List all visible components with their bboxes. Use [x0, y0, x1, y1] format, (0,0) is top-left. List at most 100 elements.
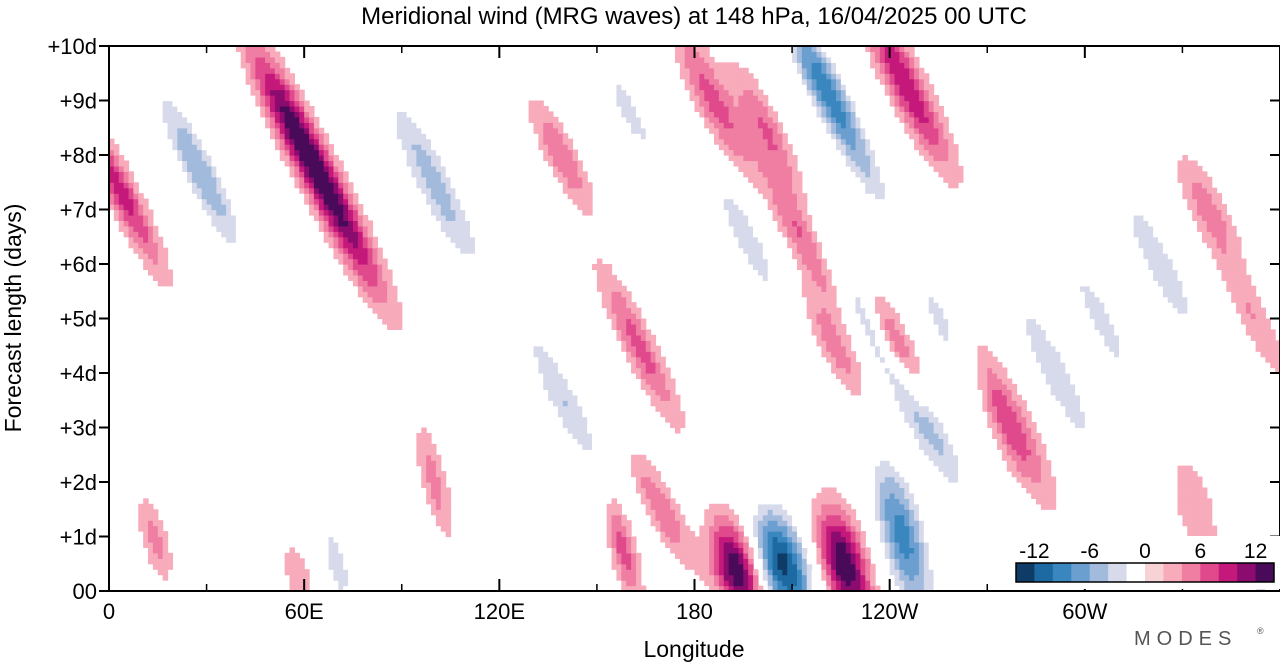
field-cell [870, 318, 876, 325]
field-cell [733, 225, 740, 232]
field-cell [821, 264, 827, 271]
field-cell [899, 231, 905, 238]
field-cell [855, 389, 861, 396]
field-cell [455, 209, 461, 216]
field-cell [923, 313, 930, 320]
field-cell [226, 247, 232, 254]
field-cell [1231, 225, 1237, 232]
field-cell [1197, 182, 1203, 189]
field-cell [831, 503, 837, 510]
field-cell [562, 149, 569, 156]
field-cell [879, 204, 886, 211]
field-cell [767, 531, 774, 538]
field-cell [733, 585, 740, 591]
field-cell [1226, 242, 1232, 249]
field-cell [1192, 313, 1198, 320]
field-cell [460, 209, 466, 216]
field-cell [187, 187, 193, 194]
field-cell [782, 509, 788, 516]
field-cell [933, 438, 940, 445]
field-cell [548, 394, 554, 401]
field-cell [587, 443, 593, 450]
field-cell [318, 160, 325, 167]
field-cell [138, 231, 144, 238]
field-cell [728, 514, 735, 521]
field-cell [1255, 307, 1262, 314]
field-cell [831, 313, 837, 320]
field-cell [811, 574, 818, 581]
field-cell [650, 351, 657, 358]
field-cell [221, 242, 227, 249]
field-cell [1265, 329, 1271, 336]
field-cell [762, 558, 769, 565]
field-cell [1118, 214, 1125, 221]
field-cell [465, 274, 471, 281]
field-cell [343, 225, 349, 232]
field-cell [728, 225, 735, 232]
field-cell [426, 149, 432, 156]
field-cell [884, 563, 891, 570]
field-cell [133, 214, 139, 221]
field-cell [1201, 204, 1208, 211]
field-cell [1040, 449, 1047, 456]
field-cell [1148, 269, 1154, 276]
field-cell [957, 176, 964, 183]
field-cell [479, 247, 486, 254]
field-cell [1109, 334, 1115, 341]
field-cell [567, 438, 574, 445]
field-cell [943, 329, 949, 336]
field-cell [606, 296, 613, 303]
field-cell [879, 465, 886, 472]
field-cell [118, 225, 125, 232]
field-cell [328, 165, 335, 172]
field-cell [953, 334, 959, 341]
field-cell [348, 182, 354, 189]
field-cell [1192, 182, 1198, 189]
field-cell [1158, 264, 1164, 271]
field-cell [562, 432, 569, 439]
field-cell [826, 498, 832, 505]
field-cell [670, 394, 676, 401]
field-cell [943, 176, 949, 183]
field-cell [1211, 225, 1218, 232]
field-cell [1036, 373, 1042, 380]
field-cell [626, 547, 632, 554]
field-cell [348, 193, 354, 200]
field-cell [787, 231, 793, 238]
field-cell [338, 231, 344, 238]
field-cell [831, 329, 837, 336]
field-cell [948, 482, 954, 489]
field-cell [1045, 378, 1052, 385]
field-cell [133, 438, 139, 445]
field-cell [1153, 242, 1159, 249]
field-cell [870, 176, 876, 183]
field-cell [289, 149, 296, 156]
field-cell [806, 280, 813, 287]
field-cell [1236, 296, 1242, 303]
field-cell [138, 242, 144, 249]
field-cell [118, 220, 125, 227]
field-cell [416, 187, 422, 194]
field-cell [943, 432, 949, 439]
field-cell [601, 291, 608, 298]
field-cell [709, 171, 715, 178]
field-cell [1026, 313, 1032, 320]
field-cell [1182, 492, 1188, 499]
field-cell [904, 471, 910, 478]
field-cell [123, 209, 130, 216]
field-cell [143, 438, 149, 445]
field-cell [206, 171, 213, 178]
field-cell [128, 231, 134, 238]
field-cell [762, 563, 769, 570]
field-cell [923, 552, 930, 559]
field-cell [553, 356, 559, 363]
field-cell [748, 580, 754, 587]
field-cell [562, 182, 569, 189]
field-cell [670, 389, 676, 396]
field-cell [362, 258, 369, 265]
field-cell [1236, 269, 1242, 276]
field-cell [401, 165, 408, 172]
field-cell [606, 274, 613, 281]
field-cell [484, 258, 491, 265]
field-cell [679, 411, 686, 418]
